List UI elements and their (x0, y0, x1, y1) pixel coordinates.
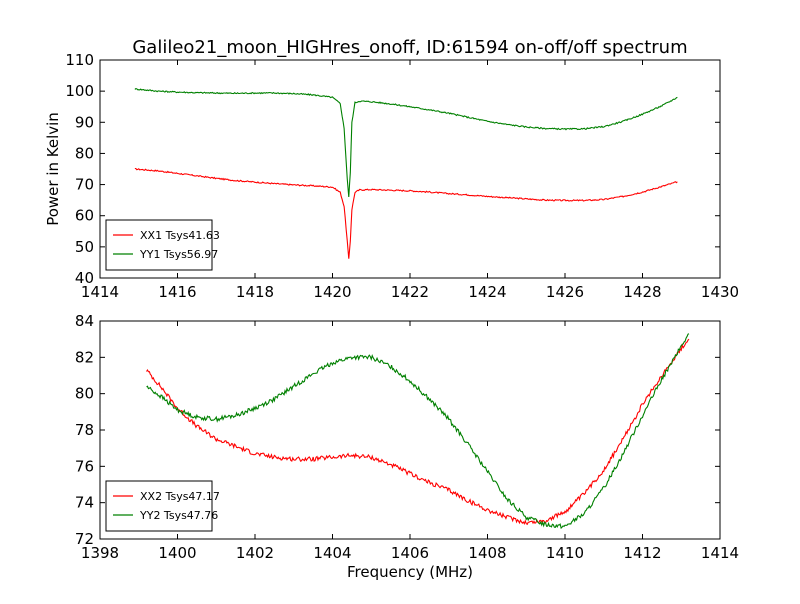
y-tick-label: 100 (65, 82, 94, 100)
x-tick-label: 1430 (701, 283, 739, 301)
y-tick-label: 110 (65, 51, 94, 69)
y-tick-label: 76 (75, 457, 94, 475)
x-tick-label: 1422 (391, 283, 429, 301)
y-tick-label: 90 (75, 113, 94, 131)
series-line-2 (146, 333, 690, 530)
y-tick-label: 82 (75, 348, 94, 366)
x-tick-label: 1408 (468, 544, 506, 562)
x-tick-label: 1410 (546, 544, 584, 562)
figure-title: Galileo21_moon_HIGHres_onoff, ID:61594 o… (132, 37, 687, 58)
y-tick-label: 80 (75, 385, 94, 403)
y-tick-label: 40 (75, 269, 94, 287)
series-line-1 (134, 167, 678, 259)
x-tick-label: 1428 (623, 283, 661, 301)
y-tick-label: 84 (75, 312, 94, 330)
legend-label: YY1 Tsys56.97 (139, 248, 218, 261)
x-tick-label: 1416 (158, 283, 196, 301)
x-tick-label: 1426 (546, 283, 584, 301)
y-tick-label: 50 (75, 238, 94, 256)
x-tick-label: 1402 (236, 544, 274, 562)
legend: XX1 Tsys41.63 YY1 Tsys56.97 (105, 219, 220, 271)
x-tick-label: 1418 (236, 283, 274, 301)
subplot-1: 1414 1416 1418 1420 1422 1424 1426 1428 1430 40 50… (44, 51, 739, 301)
legend-box (105, 219, 213, 271)
series-line-1 (146, 338, 690, 526)
y-tick-label: 78 (75, 421, 94, 439)
x-tick-label: 1414 (81, 283, 119, 301)
legend-box (105, 480, 213, 532)
x-tick-label: 1424 (468, 283, 506, 301)
x-tick-label: 1406 (391, 544, 429, 562)
legend: XX2 Tsys47.17 YY2 Tsys47.76 (105, 480, 220, 532)
legend-label: YY2 Tsys47.76 (139, 509, 218, 522)
x-tick-label: 1412 (623, 544, 661, 562)
plot-lines (134, 88, 678, 259)
x-tick-label: 1420 (313, 283, 351, 301)
subplots: 1414 1416 1418 1420 1422 1424 1426 1428 1430 40 50… (44, 51, 739, 581)
plot-lines (146, 333, 690, 530)
subplot-2: 1398 1400 1402 1404 1406 1408 1410 1412 1414 72 74… (75, 312, 739, 581)
legend-label: XX2 Tsys47.17 (140, 490, 220, 503)
x-tick-label: 1398 (81, 544, 119, 562)
x-tick-label: 1400 (158, 544, 196, 562)
x-tick-label: 1404 (313, 544, 351, 562)
y-axis-label: Power in Kelvin (44, 112, 62, 226)
y-tick-label: 80 (75, 144, 94, 162)
x-tick-label: 1414 (701, 544, 739, 562)
y-tick-label: 60 (75, 207, 94, 225)
y-tick-label: 72 (75, 530, 94, 548)
series-line-2 (134, 88, 678, 198)
y-tick-label: 70 (75, 176, 94, 194)
x-axis-label: Frequency (MHz) (347, 563, 473, 581)
legend-label: XX1 Tsys41.63 (140, 229, 220, 242)
y-tick-label: 74 (75, 494, 94, 512)
